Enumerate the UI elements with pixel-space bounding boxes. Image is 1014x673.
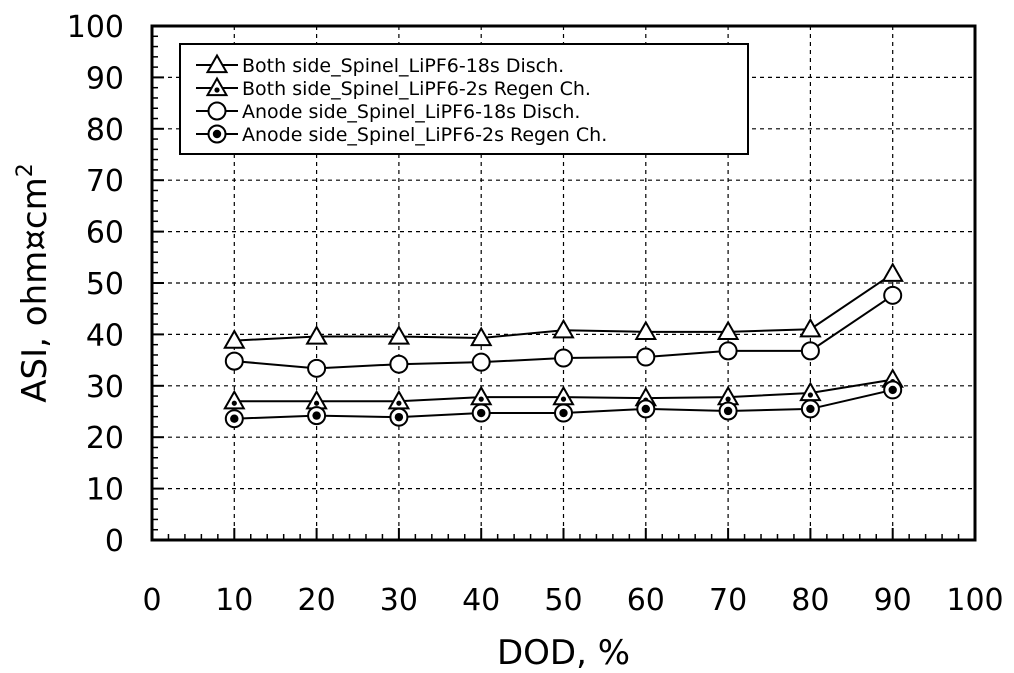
data-point-dot bbox=[230, 414, 239, 423]
data-point-dot bbox=[806, 404, 815, 414]
data-point bbox=[224, 351, 244, 371]
y-tick-label: 70 bbox=[86, 164, 124, 199]
data-point-dot bbox=[723, 406, 733, 416]
data-point bbox=[223, 389, 246, 410]
x-tick-label: 40 bbox=[462, 583, 500, 618]
series-1 bbox=[223, 262, 904, 349]
data-point bbox=[305, 324, 328, 345]
data-point-dot bbox=[888, 385, 897, 395]
y-tick-label: 100 bbox=[67, 10, 124, 45]
data-point-dot bbox=[641, 404, 650, 414]
data-point-dot bbox=[314, 400, 320, 406]
plot-frame bbox=[150, 24, 977, 542]
data-point bbox=[552, 385, 575, 406]
y-tick-label: 40 bbox=[86, 318, 124, 353]
x-tick-label: 90 bbox=[874, 583, 912, 618]
x-tick-label: 0 bbox=[142, 583, 161, 618]
legend-marker-dot bbox=[212, 129, 222, 139]
legend-marker bbox=[205, 53, 229, 74]
legend-item: Anode side_Spinel_LiPF6-18s Disch. bbox=[196, 101, 580, 123]
x-tick-label: 60 bbox=[627, 583, 665, 618]
data-point bbox=[800, 341, 820, 361]
y-tick-label: 80 bbox=[86, 113, 124, 148]
series-2 bbox=[223, 368, 904, 410]
data-point-dot bbox=[312, 411, 321, 420]
legend-marker bbox=[207, 101, 227, 121]
y-tick-label: 90 bbox=[86, 61, 124, 96]
legend-label: Both side_Spinel_LiPF6-18s Disch. bbox=[242, 55, 564, 77]
data-point bbox=[552, 318, 575, 339]
legend-item: Both side_Spinel_LiPF6-18s Disch. bbox=[196, 53, 564, 77]
data-point bbox=[716, 320, 740, 340]
y-tick-label: 20 bbox=[86, 421, 124, 456]
legend-item: Anode side_Spinel_LiPF6-2s Regen Ch. bbox=[196, 124, 607, 146]
legend-label: Anode side_Spinel_LiPF6-18s Disch. bbox=[242, 101, 580, 123]
legend-marker bbox=[205, 76, 229, 97]
data-point-dot bbox=[725, 396, 731, 402]
tick-labels: 0 10 20 30 40 50 60 70 80 90 100 0 10 20 30 40 50 60 70 80 9… bbox=[67, 10, 1004, 618]
data-point bbox=[636, 347, 656, 367]
data-point-dot bbox=[396, 400, 402, 406]
data-point bbox=[223, 329, 246, 349]
x-tick-label: 100 bbox=[946, 583, 1003, 618]
y-axis-label-superscript: 2 bbox=[13, 163, 38, 177]
x-tick-label: 80 bbox=[791, 583, 829, 618]
series-4 bbox=[224, 380, 903, 429]
data-point bbox=[881, 262, 904, 282]
x-tick-label: 70 bbox=[709, 583, 747, 618]
x-axis-label: DOD, % bbox=[497, 633, 630, 673]
legend-marker-dot bbox=[214, 87, 220, 93]
legend-label: Anode side_Spinel_LiPF6-2s Regen Ch. bbox=[242, 124, 607, 146]
x-tick-label: 30 bbox=[380, 583, 418, 618]
data-point bbox=[634, 320, 658, 340]
data-point bbox=[469, 385, 493, 406]
data-point-dot bbox=[478, 396, 484, 402]
x-tick-label: 50 bbox=[544, 583, 582, 618]
legend-item: Both side_Spinel_LiPF6-2s Regen Ch. bbox=[196, 76, 591, 100]
data-point bbox=[883, 285, 903, 305]
series-3 bbox=[224, 285, 903, 378]
y-axis-label: ASI, ohm¤cm2 bbox=[13, 163, 55, 402]
data-point bbox=[469, 326, 493, 347]
data-point-dot bbox=[807, 392, 814, 398]
y-tick-label: 30 bbox=[86, 370, 124, 405]
legend-box bbox=[179, 43, 749, 155]
y-tick-label: 60 bbox=[86, 216, 124, 251]
series-group bbox=[223, 262, 904, 429]
x-tick-label: 20 bbox=[298, 583, 336, 618]
y-tick-label: 0 bbox=[105, 524, 124, 559]
y-axis-label-main: ASI, ohm¤cm bbox=[15, 177, 55, 402]
data-point bbox=[718, 341, 738, 361]
data-point-dot bbox=[231, 400, 237, 406]
data-point-dot bbox=[560, 396, 567, 402]
x-tick-label: 10 bbox=[215, 583, 253, 618]
data-point bbox=[387, 324, 411, 345]
data-point-dot bbox=[559, 408, 568, 418]
legend: Both side_Spinel_LiPF6-18s Disch.Both si… bbox=[179, 43, 749, 155]
data-point-dot bbox=[394, 412, 404, 422]
data-point bbox=[471, 352, 491, 372]
y-tick-label: 50 bbox=[86, 267, 124, 302]
data-point bbox=[307, 358, 327, 378]
legend-label: Both side_Spinel_LiPF6-2s Regen Ch. bbox=[242, 78, 591, 100]
data-point-dot bbox=[477, 408, 486, 418]
data-point bbox=[799, 317, 822, 338]
data-point bbox=[389, 354, 409, 374]
data-point bbox=[305, 389, 328, 410]
data-point bbox=[554, 348, 573, 368]
y-tick-label: 10 bbox=[86, 473, 124, 508]
